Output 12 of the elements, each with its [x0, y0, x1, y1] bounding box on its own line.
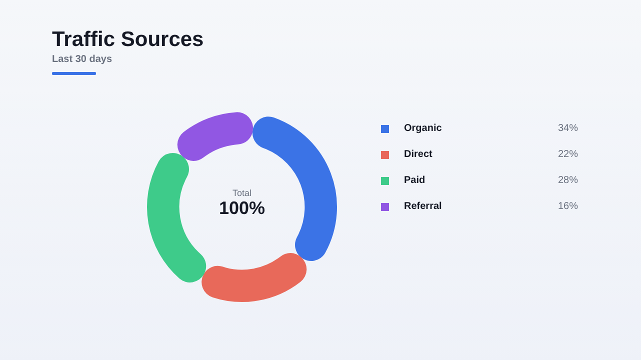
legend-label: Organic — [404, 123, 442, 134]
data-label: 16% — [558, 201, 578, 212]
data-label: 22% — [558, 149, 578, 160]
legend-label: Paid — [404, 175, 426, 186]
text: 100% — [218, 198, 266, 219]
data-label: 34% — [558, 123, 578, 134]
chart-title: Traffic Sources — [52, 28, 204, 52]
legend-label: Direct — [404, 149, 432, 160]
text: Total — [231, 188, 252, 198]
chart-subtitle: Last 30 days — [52, 54, 112, 65]
legend-label: Referral — [404, 201, 442, 212]
data-label: 28% — [558, 175, 578, 186]
